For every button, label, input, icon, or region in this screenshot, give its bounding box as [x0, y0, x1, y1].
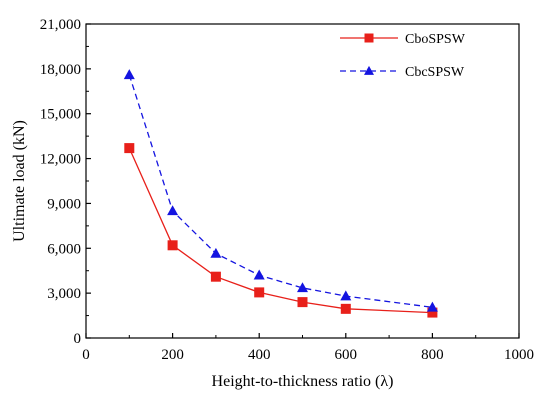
data-point-triangle	[123, 69, 135, 80]
y-tick-label: 21,000	[40, 17, 81, 33]
series-layer	[123, 69, 438, 318]
x-tick-label: 1000	[504, 347, 534, 363]
data-point-triangle	[253, 269, 265, 280]
data-point-triangle	[167, 205, 179, 216]
data-point-triangle	[297, 282, 308, 293]
legend: CboSPSW CbcSPSW	[340, 32, 466, 80]
x-axis-title: Height-to-thickness ratio (λ)	[212, 373, 394, 390]
legend-entry-cbcspsw: CbcSPSW	[340, 65, 465, 80]
data-point-triangle	[364, 65, 374, 75]
data-point-square	[124, 143, 135, 154]
y-axis-title: Ultimate load (kN)	[11, 120, 28, 242]
series-cbospsw	[124, 143, 438, 318]
axes: 0 200 400 600 800 1000 0 3,000 6,000 9,000 12,000 1…	[40, 17, 534, 363]
y-tick-label: 12,000	[40, 152, 81, 168]
y-tick-label: 0	[74, 331, 82, 347]
y-tick-label: 3,000	[47, 286, 81, 302]
legend-entry-cbospsw: CboSPSW	[340, 32, 466, 47]
y-tick-label: 18,000	[40, 62, 81, 78]
data-point-square	[297, 297, 308, 308]
data-point-square	[364, 33, 374, 43]
data-point-triangle	[340, 290, 352, 301]
x-tick-label: 600	[335, 347, 358, 363]
data-point-square	[427, 307, 438, 318]
legend-label: CbcSPSW	[405, 65, 465, 80]
x-tick-label: 800	[421, 347, 444, 363]
series-cbcspsw	[123, 69, 438, 312]
data-point-triangle	[210, 247, 222, 258]
y-tick-label: 15,000	[40, 107, 81, 123]
data-point-square	[210, 271, 221, 282]
data-point-square	[340, 303, 351, 314]
y-tick-label: 9,000	[47, 196, 81, 212]
legend-label: CboSPSW	[405, 32, 466, 47]
x-tick-label: 0	[82, 347, 90, 363]
data-point-triangle	[426, 301, 438, 312]
data-point-square	[167, 240, 178, 251]
x-tick-label: 400	[248, 347, 271, 363]
x-tick-label: 200	[161, 347, 184, 363]
data-point-square	[254, 287, 265, 298]
y-tick-label: 6,000	[47, 241, 81, 257]
